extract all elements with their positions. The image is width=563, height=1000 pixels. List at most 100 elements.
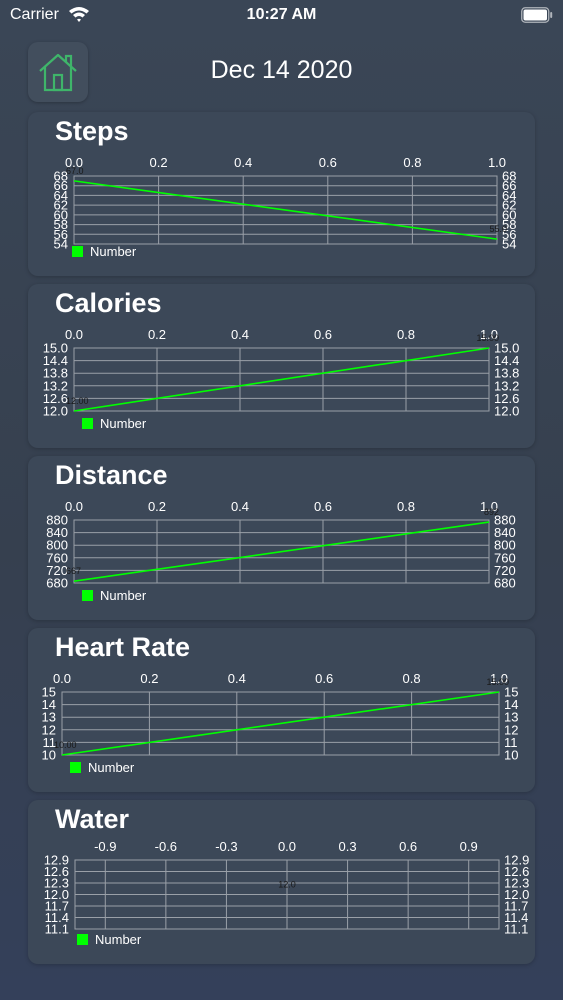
x-tick-label: 0.0: [65, 499, 83, 514]
y-tick-label-right: 64: [502, 188, 516, 203]
y-tick-label-right: 11: [504, 735, 518, 750]
y-tick-label: 58: [54, 217, 68, 232]
status-bar: Carrier 10:27 AM: [0, 0, 563, 30]
steps-card: Steps 0.0 0.2 0.4 0.6 0.8 1.0 68 68 66 66 64 64 62 62…: [28, 112, 535, 276]
distance-card: Distance 0.0 0.2 0.4 0.6 0.8 1.0 880 880 840 840 8…: [28, 456, 535, 620]
y-tick-label-right: 10: [504, 748, 518, 763]
x-tick-label: 0.8: [403, 155, 421, 170]
home-button[interactable]: [28, 42, 88, 102]
y-tick-label: 840: [46, 525, 68, 540]
y-tick-label-right: 880: [494, 513, 516, 528]
y-tick-label: 14.4: [43, 353, 68, 368]
series-line: [73, 347, 490, 412]
home-icon: [39, 53, 77, 92]
data-point-label: 12.0: [278, 880, 296, 890]
y-tick-label-right: 840: [494, 525, 516, 540]
data-point-label: 67.0: [66, 166, 84, 176]
legend-swatch: [72, 246, 83, 257]
y-tick-label-right: 68: [502, 169, 516, 184]
plot-frame: [73, 347, 490, 412]
y-tick-label: 13.8: [43, 366, 68, 381]
y-tick-label: 760: [46, 550, 68, 565]
y-tick-label-right: 11.4: [504, 910, 528, 925]
x-tick-label: 0.4: [231, 327, 249, 342]
y-tick-label: 14: [42, 697, 56, 712]
plot-frame: [74, 859, 500, 930]
data-point-label: 55.0: [489, 224, 507, 234]
x-tick-label: 0.2: [140, 671, 158, 686]
y-tick-label: 68: [54, 169, 68, 184]
x-tick-label: 0.2: [148, 327, 166, 342]
y-tick-label: 60: [54, 207, 68, 222]
y-tick-label-right: 13.8: [494, 366, 519, 381]
y-tick-label: 66: [54, 178, 68, 193]
y-tick-label: 56: [54, 227, 68, 242]
x-tick-label: 1.0: [480, 327, 498, 342]
legend-swatch: [82, 418, 93, 429]
x-tick-label: -0.6: [155, 839, 177, 854]
plot-frame: [73, 175, 498, 245]
x-tick-label: 0.8: [397, 499, 415, 514]
x-tick-label: 0.0: [65, 155, 83, 170]
battery-icon: [521, 7, 553, 23]
legend-label: Number: [100, 416, 147, 431]
y-tick-label: 12.0: [44, 887, 69, 902]
x-tick-label: 0.4: [228, 671, 246, 686]
series-line: [73, 180, 498, 240]
card-title: Heart Rate: [55, 632, 191, 662]
y-tick-label: 12.3: [44, 876, 69, 891]
y-tick-label: 12.0: [43, 404, 68, 419]
y-tick-label-right: 62: [502, 198, 516, 213]
y-tick-label: 15: [42, 685, 56, 700]
y-tick-label: 11.7: [45, 899, 69, 914]
x-tick-label: 0.9: [460, 839, 478, 854]
data-point-label: 15.00: [486, 677, 509, 687]
x-tick-label: 0.6: [314, 499, 332, 514]
y-tick-label: 11.1: [45, 922, 69, 937]
plot-frame: [61, 691, 500, 756]
x-tick-label: 0.6: [315, 671, 333, 686]
y-tick-label-right: 12.0: [504, 887, 529, 902]
x-tick-label: 0.0: [65, 327, 83, 342]
y-tick-label-right: 12.6: [494, 391, 519, 406]
calories-chart: 0.0 0.2 0.4 0.6 0.8 1.015.0 15.014.4 14.413.8 13…: [43, 327, 520, 419]
plot-frame: [73, 519, 490, 584]
y-tick-label-right: 11.7: [504, 899, 528, 914]
carrier-label: Carrier: [10, 6, 59, 23]
data-point-label: 10.00: [54, 740, 77, 750]
page-title: Dec 14 2020: [210, 56, 353, 84]
y-tick-label-right: 760: [494, 550, 516, 565]
wifi-icon: [69, 7, 89, 22]
y-tick-label: 15.0: [43, 341, 68, 356]
x-tick-label: 0.4: [231, 499, 249, 514]
water-card: Water -0.9 -0.6 -0.3 0.0 0.3 0.6 0.9 12.9 12.9 12…: [28, 800, 535, 964]
data-point-label: 667: [66, 566, 81, 576]
y-tick-label: 680: [46, 576, 68, 591]
status-time: 10:27 AM: [246, 6, 317, 23]
y-tick-label-right: 66: [502, 178, 516, 193]
y-tick-label-right: 56: [502, 227, 516, 242]
y-tick-label: 12.9: [44, 853, 69, 868]
legend-label: Number: [100, 588, 147, 603]
y-tick-label-right: 58: [502, 217, 516, 232]
data-point-label: 892: [484, 507, 499, 517]
card-title: Water: [55, 804, 130, 834]
x-tick-label: 0.2: [148, 499, 166, 514]
x-tick-label: 1.0: [488, 155, 506, 170]
legend-swatch: [70, 762, 81, 773]
x-tick-label: 0.6: [314, 327, 332, 342]
y-tick-label: 13: [42, 710, 56, 725]
x-tick-label: 0.8: [397, 327, 415, 342]
y-tick-label-right: 13.2: [494, 378, 519, 393]
y-tick-label: 64: [54, 188, 68, 203]
y-tick-label-right: 800: [494, 538, 516, 553]
y-tick-label-right: 15: [504, 685, 518, 700]
y-tick-label: 54: [54, 237, 68, 252]
x-tick-label: 0.4: [234, 155, 252, 170]
legend-swatch: [82, 590, 93, 601]
x-tick-label: 0.8: [403, 671, 421, 686]
x-tick-label: 0.0: [53, 671, 71, 686]
water-chart: -0.9 -0.6 -0.3 0.0 0.3 0.6 0.912.9 12.912.6 12.6…: [44, 839, 530, 937]
y-tick-label-right: 12.9: [504, 853, 529, 868]
